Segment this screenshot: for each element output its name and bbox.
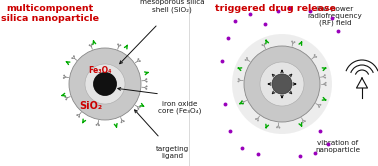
Text: triggered drug release: triggered drug release — [214, 4, 336, 13]
Circle shape — [138, 58, 139, 60]
Circle shape — [146, 81, 147, 82]
Circle shape — [314, 54, 315, 56]
Circle shape — [85, 64, 125, 104]
Circle shape — [77, 115, 78, 116]
Circle shape — [264, 43, 265, 44]
Circle shape — [69, 48, 141, 120]
Circle shape — [325, 85, 326, 86]
Circle shape — [245, 59, 246, 61]
Circle shape — [146, 86, 147, 87]
Circle shape — [324, 75, 325, 76]
Circle shape — [63, 77, 64, 79]
Circle shape — [73, 56, 74, 57]
Circle shape — [146, 79, 147, 80]
Circle shape — [319, 106, 320, 108]
Circle shape — [120, 45, 121, 46]
Circle shape — [121, 122, 122, 123]
Circle shape — [325, 82, 326, 83]
Circle shape — [255, 118, 257, 120]
Circle shape — [260, 62, 304, 106]
Circle shape — [246, 57, 248, 59]
Circle shape — [79, 116, 80, 117]
Text: mesoporous silica
shell (SiO₂): mesoporous silica shell (SiO₂) — [140, 0, 204, 13]
Circle shape — [93, 73, 116, 95]
Circle shape — [96, 124, 97, 125]
Circle shape — [71, 57, 73, 59]
Text: silica nanoparticle: silica nanoparticle — [1, 14, 99, 23]
Text: Fe₃O₄: Fe₃O₄ — [88, 67, 112, 76]
Circle shape — [325, 77, 326, 78]
Text: SiO₂: SiO₂ — [79, 101, 102, 111]
Circle shape — [257, 120, 259, 121]
Circle shape — [294, 42, 295, 43]
Circle shape — [244, 46, 320, 122]
Circle shape — [238, 78, 239, 80]
Circle shape — [291, 41, 293, 42]
Text: iron oxide
core (Fe₃O₄): iron oxide core (Fe₃O₄) — [158, 101, 202, 115]
Circle shape — [65, 96, 66, 98]
Circle shape — [302, 122, 304, 123]
Circle shape — [64, 75, 65, 76]
Circle shape — [272, 74, 292, 94]
Circle shape — [66, 99, 67, 100]
Circle shape — [262, 44, 263, 46]
Text: low-power
radiofrequency
(RF) field: low-power radiofrequency (RF) field — [308, 6, 363, 27]
Circle shape — [146, 88, 147, 89]
Circle shape — [138, 108, 139, 110]
Circle shape — [139, 60, 141, 62]
Circle shape — [276, 127, 277, 128]
Circle shape — [118, 44, 119, 45]
Circle shape — [304, 121, 305, 122]
Circle shape — [232, 34, 332, 134]
Text: vibration of
nanoparticle: vibration of nanoparticle — [315, 140, 361, 153]
Circle shape — [241, 101, 243, 102]
Text: multicomponent: multicomponent — [6, 4, 94, 13]
Circle shape — [238, 81, 239, 82]
Circle shape — [91, 44, 93, 45]
Text: targeting
ligand: targeting ligand — [155, 146, 189, 159]
Circle shape — [316, 56, 317, 58]
Circle shape — [123, 121, 124, 122]
Circle shape — [98, 125, 100, 126]
Circle shape — [139, 106, 141, 108]
Circle shape — [279, 127, 280, 128]
Circle shape — [242, 103, 243, 104]
Circle shape — [320, 104, 321, 105]
Circle shape — [89, 45, 90, 46]
